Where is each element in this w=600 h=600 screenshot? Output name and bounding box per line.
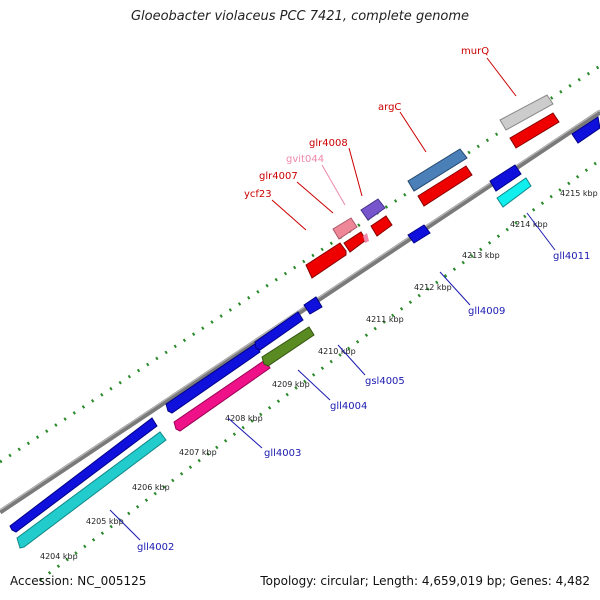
label-gll4003: gll4003	[264, 448, 301, 459]
gene-argC[interactable]	[407, 148, 468, 192]
label-gvit044: gvit044	[286, 154, 324, 165]
gene-blue-2[interactable]	[165, 343, 261, 414]
reverse-strand-genes	[9, 116, 600, 549]
gene-glr4008[interactable]	[360, 198, 386, 221]
tick-label-4212: 4212 kbp	[414, 283, 452, 292]
tick-label-4209: 4209 kbp	[272, 380, 310, 389]
gene-gll4004[interactable]	[261, 326, 315, 367]
tick-labels: 4204 kbp 4205 kbp 4206 kbp 4207 kbp 4208…	[40, 189, 598, 561]
label-gll4002: gll4002	[137, 542, 174, 553]
gene-blue-4[interactable]	[489, 164, 522, 192]
gene-ycf23[interactable]	[305, 242, 347, 279]
leader-gsl4005	[337, 344, 366, 376]
gene-gll4002[interactable]	[16, 431, 167, 549]
tick-label-4205: 4205 kbp	[86, 517, 124, 526]
leader-gll4003	[227, 417, 263, 449]
label-gll4011: gll4011	[553, 251, 590, 262]
gene-murQ[interactable]	[499, 94, 554, 131]
leader-gll4009	[439, 271, 471, 306]
gene-glr4007[interactable]	[343, 231, 367, 253]
tick-label-4215: 4215 kbp	[560, 189, 598, 198]
leader-gvit044	[321, 164, 346, 206]
gene-red-small[interactable]	[370, 215, 393, 237]
label-ycf23: ycf23	[244, 189, 272, 200]
leader-gll4011	[526, 212, 556, 251]
label-gll4009: gll4009	[468, 306, 505, 317]
label-gll4004: gll4004	[330, 401, 367, 412]
leader-ycf23	[271, 199, 307, 231]
gene-blue-long[interactable]	[9, 417, 158, 533]
tick-label-4213: 4213 kbp	[462, 251, 500, 260]
tick-label-4214: 4214 kbp	[510, 220, 548, 229]
leader-gll4004	[297, 369, 331, 401]
leader-lines	[109, 57, 556, 541]
gene-gsl4005[interactable]	[303, 296, 323, 315]
gene-name-labels: ycf23 glr4007 gvit044 glr4008 argC murQ …	[137, 46, 590, 553]
leader-argC	[399, 111, 427, 153]
leader-glr4007	[296, 181, 334, 214]
tick-label-4208: 4208 kbp	[225, 414, 263, 423]
gene-blue-5[interactable]	[571, 116, 600, 144]
leader-glr4008	[348, 147, 363, 197]
tick-label-4206: 4206 kbp	[132, 483, 170, 492]
accession-label: Accession: NC_005125	[10, 574, 147, 588]
tick-label-4211: 4211 kbp	[366, 315, 404, 324]
label-argC: argC	[378, 102, 401, 113]
map-title: Gloeobacter violaceus PCC 7421, complete…	[130, 9, 470, 24]
forward-strand-genes	[305, 94, 560, 279]
gene-red-murQ[interactable]	[509, 112, 560, 149]
leader-murQ	[486, 57, 517, 97]
label-gsl4005: gsl4005	[365, 376, 405, 387]
leader-gll4002	[109, 509, 141, 541]
gene-gll4011[interactable]	[496, 177, 532, 208]
gene-gvit044[interactable]	[332, 217, 358, 240]
tick-label-4204: 4204 kbp	[40, 552, 78, 561]
label-glr4007: glr4007	[259, 171, 298, 182]
label-murQ: murQ	[461, 46, 489, 57]
tick-label-4207: 4207 kbp	[179, 448, 217, 457]
topology-summary: Topology: circular; Length: 4,659,019 bp…	[260, 574, 590, 588]
label-glr4008: glr4008	[309, 138, 348, 149]
gene-blue-3[interactable]	[254, 311, 304, 351]
gene-gll4009[interactable]	[407, 224, 431, 244]
gene-gll4003[interactable]	[173, 359, 271, 432]
inner-tick-line	[39, 158, 600, 582]
gene-pink-small[interactable]	[363, 233, 369, 243]
tick-label-4210: 4210 kbp	[318, 347, 356, 356]
gene-red-argC[interactable]	[417, 165, 473, 207]
